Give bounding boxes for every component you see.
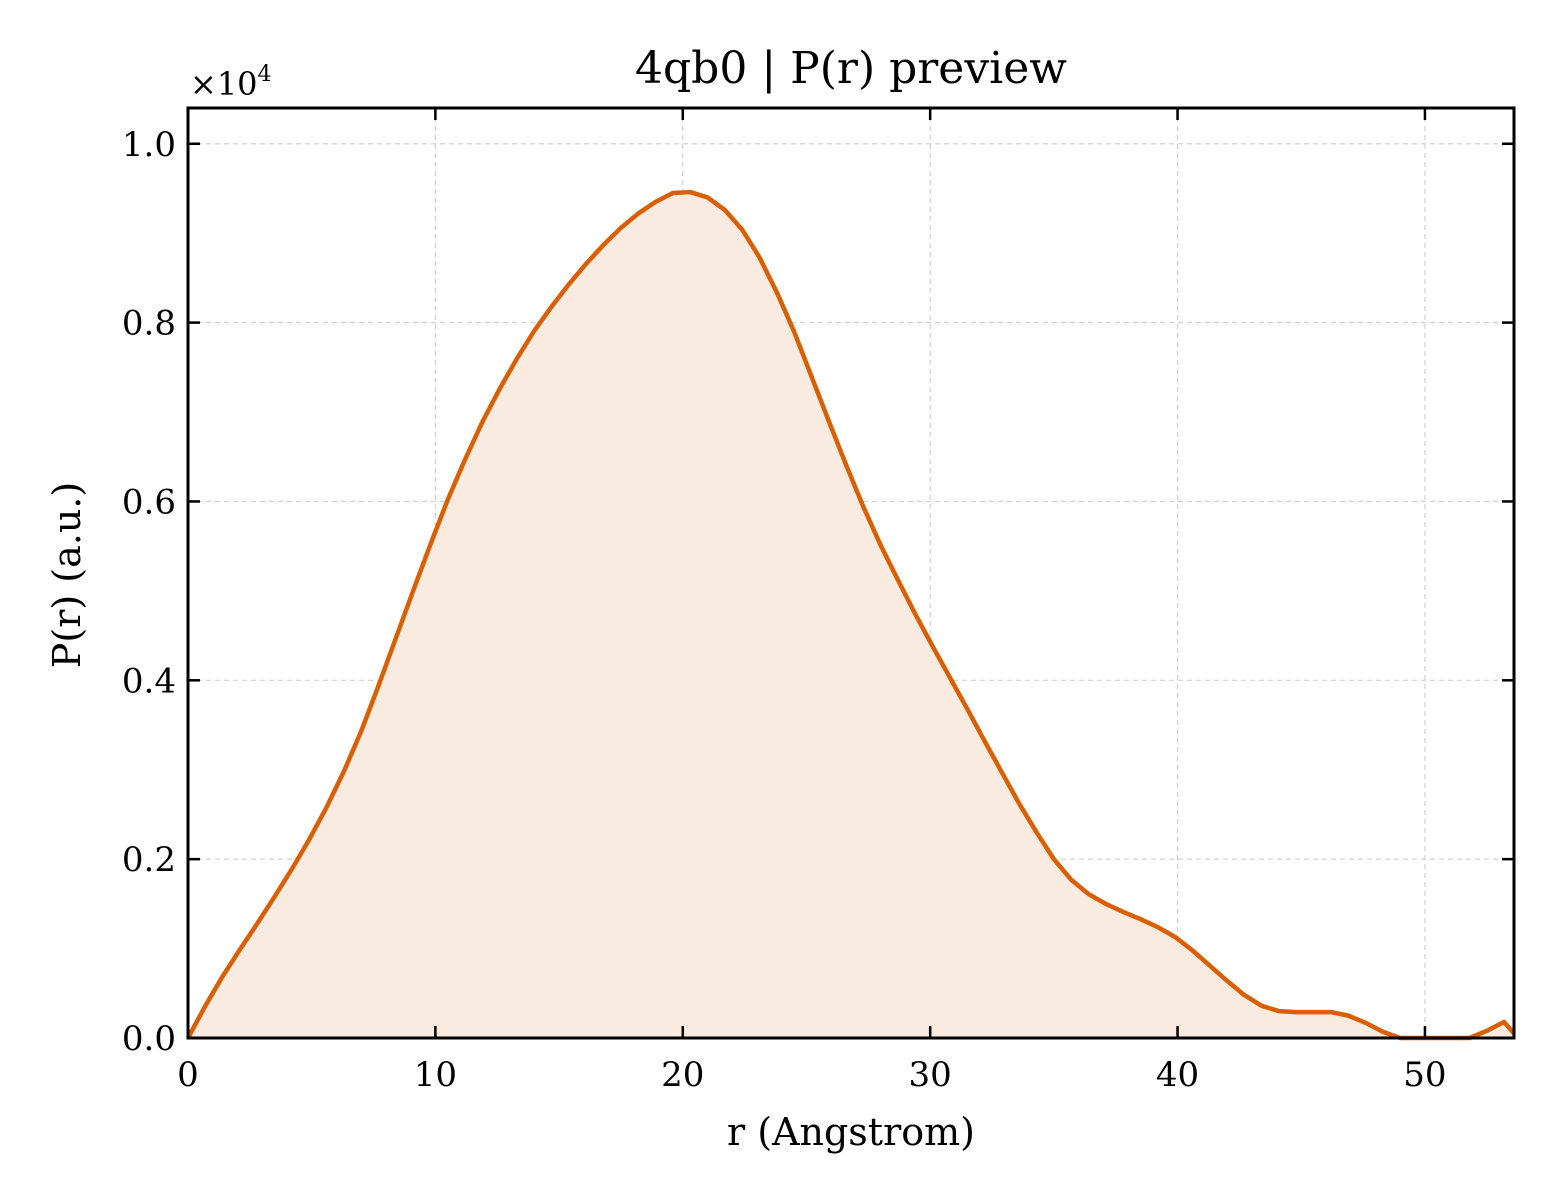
x-tick-label: 10 xyxy=(414,1055,457,1095)
chart-title: 4qb0 | P(r) preview xyxy=(635,43,1067,94)
y-multiplier-exponent: 4 xyxy=(258,62,272,87)
y-tick-label: 0.8 xyxy=(122,304,176,344)
x-tick-labels: 0 10 20 30 40 50 xyxy=(177,1055,1446,1095)
x-tick-label: 40 xyxy=(1156,1055,1199,1095)
pr-area-fill xyxy=(188,192,1514,1038)
y-axis-label: P(r) (a.u.) xyxy=(45,482,89,668)
y-tick-label: 1.0 xyxy=(122,125,176,165)
y-multiplier: ×104 xyxy=(190,62,272,103)
y-tick-label: 0.2 xyxy=(122,840,176,880)
x-tick-label: 50 xyxy=(1403,1055,1446,1095)
y-multiplier-base: ×10 xyxy=(190,65,258,103)
x-tick-label: 20 xyxy=(661,1055,704,1095)
pr-curve xyxy=(186,189,1516,1041)
tick-marks xyxy=(186,108,1514,1040)
y-tick-labels: 0.0 0.2 0.4 0.6 0.8 1.0 xyxy=(122,125,176,1059)
y-tick-label: 0.6 xyxy=(122,482,176,522)
x-tick-label: 0 xyxy=(177,1055,199,1095)
plot-frame xyxy=(186,106,1516,1040)
y-tick-label: 0.4 xyxy=(122,661,176,701)
x-tick-label: 30 xyxy=(909,1055,952,1095)
y-tick-label: 0.0 xyxy=(122,1019,176,1059)
x-axis-label: r (Angstrom) xyxy=(727,1110,975,1154)
